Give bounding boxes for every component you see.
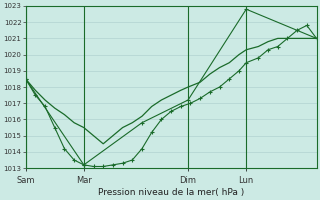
X-axis label: Pression niveau de la mer( hPa ): Pression niveau de la mer( hPa ) bbox=[98, 188, 244, 197]
